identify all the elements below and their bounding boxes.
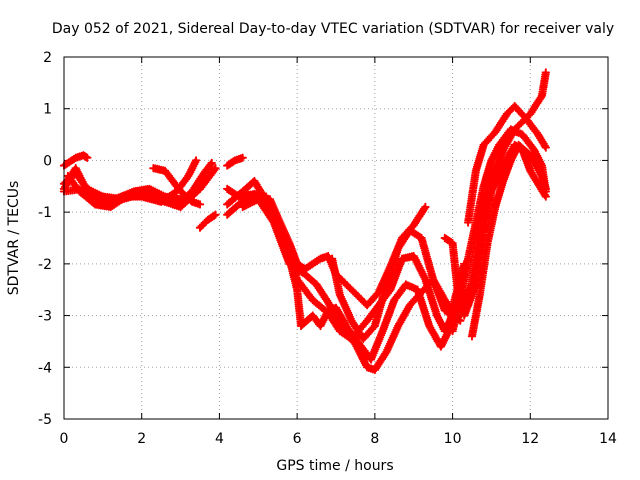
series-trace-7: [195, 210, 220, 232]
series-trace-13: [327, 226, 465, 343]
y-tick-label: 0: [43, 153, 52, 169]
series-trace-12: [238, 195, 473, 375]
data-series: [59, 68, 550, 375]
x-tick-label: 2: [137, 431, 146, 447]
y-tick-label: -1: [38, 205, 52, 221]
x-tick-label: 0: [60, 431, 69, 447]
x-tick-label: 14: [599, 431, 617, 447]
series-trace-15: [448, 125, 550, 336]
y-tick-label: 2: [43, 50, 52, 66]
y-tick-label: -4: [38, 360, 52, 376]
y-tick-label: -3: [38, 309, 52, 325]
series-trace-18: [463, 101, 550, 227]
x-axis-label: GPS time / hours: [276, 458, 393, 474]
y-tick-label: 1: [43, 102, 52, 118]
y-tick-label: -5: [38, 412, 52, 428]
x-tick-label: 8: [370, 431, 379, 447]
plot-frame: [63, 56, 609, 420]
series-trace-8: [223, 153, 247, 170]
series-trace-17: [467, 140, 550, 341]
series-trace-6: [149, 164, 205, 209]
x-tick-label: 6: [293, 431, 302, 447]
x-tick-label: 12: [521, 431, 539, 447]
x-tick-label: 4: [215, 431, 224, 447]
chart-title: Day 052 of 2021, Sidereal Day-to-day VTE…: [52, 21, 614, 37]
y-axis-label: SDTVAR / TECUs: [6, 181, 22, 296]
x-tick-label: 10: [444, 431, 462, 447]
y-tick-label: -2: [38, 257, 52, 273]
